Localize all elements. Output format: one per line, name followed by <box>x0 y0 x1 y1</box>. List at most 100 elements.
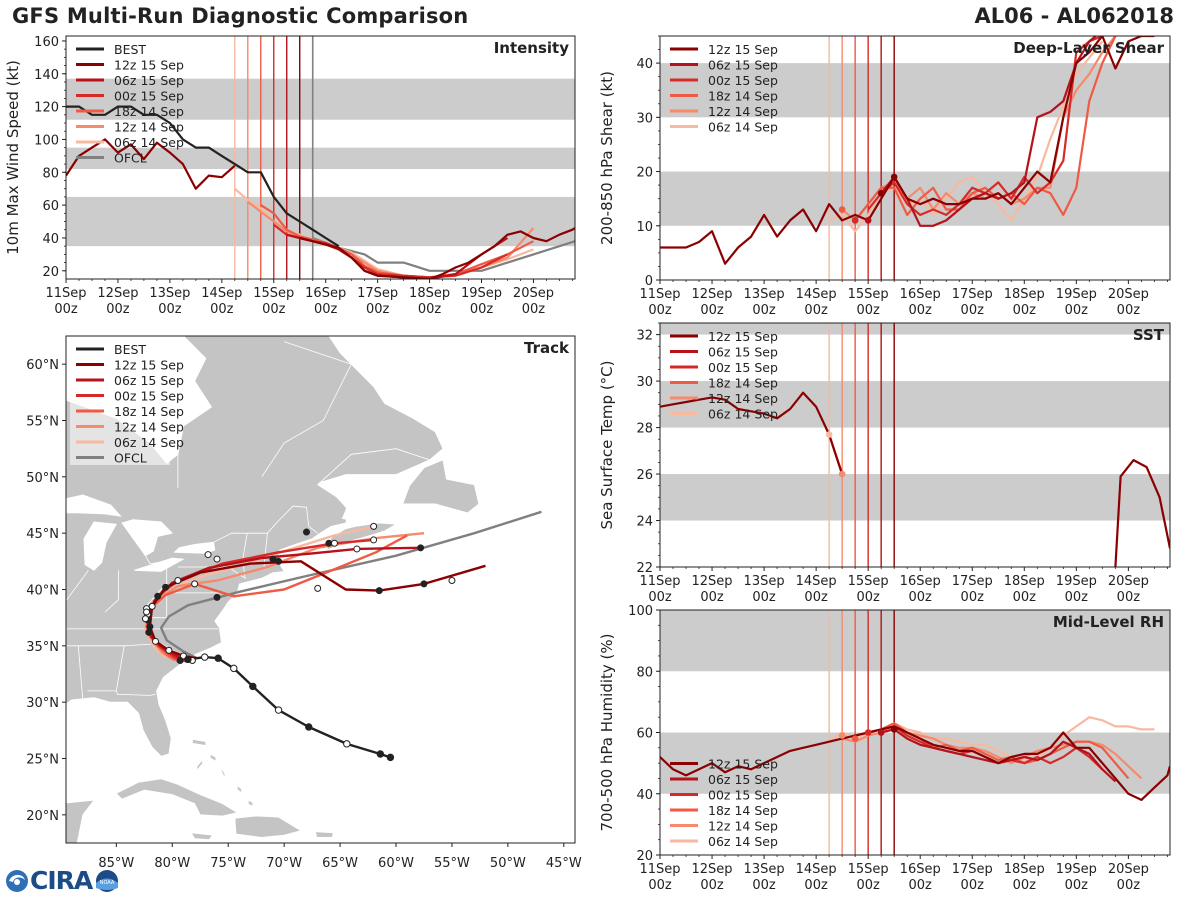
track-legend-bg <box>70 339 170 465</box>
rh-xtick-label: 15Sep <box>848 862 889 877</box>
intensity-xtick-label: 18Sep <box>409 286 450 301</box>
rh-xtick-label: 20Sep <box>1108 862 1149 877</box>
sst-xtick-label: 00z <box>909 590 933 605</box>
rh-ytick-label: 20 <box>636 849 653 864</box>
noaa-globe-icon: NOAA <box>96 869 119 892</box>
rh-ytick-label: 60 <box>636 727 653 742</box>
political-border <box>283 341 352 365</box>
political-border <box>263 533 268 568</box>
rh-legend-label: 06z 15 Sep <box>708 772 778 787</box>
sst-xtick-label: 00z <box>1065 590 1089 605</box>
track-ytick-label: 30°N <box>26 696 59 711</box>
intensity-legend-label: 06z 14 Sep <box>114 135 184 150</box>
intensity-title: Intensity <box>494 39 570 57</box>
track-legend-label: 00z 15 Sep <box>114 389 184 404</box>
intensity-xtick-label: 00z <box>54 302 78 317</box>
shear-init-marker <box>890 173 898 181</box>
shear-band <box>660 171 1170 226</box>
track-point <box>204 551 212 559</box>
shear-ylabel: 200-850 hPa Shear (kt) <box>598 71 616 245</box>
sst-title: SST <box>1133 326 1165 344</box>
intensity-xtick-label: 00z <box>106 302 130 317</box>
shear-ytick-label: 10 <box>636 220 653 235</box>
shear-xtick-label: 00z <box>752 303 776 318</box>
intensity-xtick-label: 00z <box>158 302 182 317</box>
intensity-series-line <box>66 138 236 190</box>
track-point <box>417 544 425 552</box>
track-ytick-label: 20°N <box>26 809 59 824</box>
rh-ytick-label: 40 <box>636 788 653 803</box>
political-border <box>104 570 119 613</box>
track-ytick-label: 55°N <box>26 415 59 430</box>
lake-superior <box>66 494 122 517</box>
track-point <box>420 580 428 588</box>
sst-band <box>660 323 1170 335</box>
track-ytick-label: 50°N <box>26 471 59 486</box>
rh-init-marker <box>838 732 846 739</box>
sst-legend-label: 06z 14 Sep <box>708 407 778 422</box>
shear-xtick-label: 11Sep <box>639 287 680 302</box>
sst-xtick-label: 15Sep <box>848 574 889 589</box>
track-xtick-label: 60°W <box>378 856 414 871</box>
shear-plot-area <box>660 36 1170 280</box>
intensity-legend-label: 18z 14 Sep <box>114 104 184 119</box>
shear-xtick-label: 13Sep <box>744 287 785 302</box>
track-legend-label: OFCL <box>114 451 147 466</box>
track-xtick-label: 85°W <box>98 856 134 871</box>
sst-band <box>660 381 1170 428</box>
shear-legend-label: 18z 14 Sep <box>708 89 778 104</box>
sst-xtick-label: 14Sep <box>796 574 837 589</box>
sst-xtick-label: 00z <box>752 590 776 605</box>
shear-legend-label: 06z 15 Sep <box>708 58 778 73</box>
track-point <box>370 536 378 544</box>
best-track-point <box>386 753 395 762</box>
intensity-xtick-label: 13Sep <box>149 286 190 301</box>
intensity-xtick-label: 15Sep <box>253 286 294 301</box>
sst-xtick-label: 00z <box>700 590 724 605</box>
sst-xtick-label: 00z <box>1013 590 1037 605</box>
rh-xtick-label: 14Sep <box>796 862 837 877</box>
rh-xtick-label: 19Sep <box>1056 862 1097 877</box>
sst-init-marker <box>838 470 846 478</box>
political-border <box>115 690 156 696</box>
rh-xtick-label: 13Sep <box>744 862 785 877</box>
shear-xtick-label: 20Sep <box>1108 287 1149 302</box>
rh-xtick-label: 00z <box>648 878 672 893</box>
sst-legend-label: 06z 15 Sep <box>708 345 778 360</box>
cira-swirl-icon <box>6 869 28 892</box>
sst-xtick-label: 00z <box>648 590 672 605</box>
bahamas-island <box>221 767 226 779</box>
shear-ytick-label: 0 <box>645 274 653 289</box>
shear-xtick-label: 00z <box>648 303 672 318</box>
intensity-xtick-label: 16Sep <box>305 286 346 301</box>
sst-xtick-label: 16Sep <box>900 574 941 589</box>
rh-xtick-label: 18Sep <box>1004 862 1045 877</box>
rh-xtick-label: 12Sep <box>692 862 733 877</box>
track-point <box>213 593 221 601</box>
track-xtick-label: 50°W <box>490 856 526 871</box>
sst-xtick-label: 00z <box>961 590 985 605</box>
shear-xtick-label: 00z <box>700 303 724 318</box>
track-ytick-label: 25°N <box>26 753 59 768</box>
shear-series-line <box>828 40 1104 233</box>
track-point <box>162 583 170 591</box>
gulf-st-lawrence <box>318 467 426 524</box>
political-border <box>66 570 89 635</box>
shear-ytick-label: 20 <box>636 166 653 181</box>
intensity-ytick-label: 160 <box>34 35 59 50</box>
lake-huron <box>121 519 174 557</box>
track-point <box>145 628 153 636</box>
rh-xtick-label: 00z <box>1117 878 1141 893</box>
sst-ytick-label: 24 <box>636 515 653 530</box>
sst-xtick-label: 00z <box>856 590 880 605</box>
sst-xtick-label: 20Sep <box>1108 574 1149 589</box>
rh-init-marker <box>890 726 898 733</box>
rh-band <box>660 610 1170 672</box>
sst-chart: 22242628303211Sep00z12Sep00z13Sep00z14Se… <box>598 322 1171 605</box>
track-point <box>176 656 184 664</box>
puerto-rico <box>315 831 334 838</box>
sst-xtick-label: 12Sep <box>692 574 733 589</box>
rh-chart: 2040608010011Sep00z12Sep00z13Sep00z14Sep… <box>598 604 1171 893</box>
shear-init-marker <box>864 217 872 224</box>
intensity-ylabel: 10m Max Wind Speed (kt) <box>4 60 22 255</box>
